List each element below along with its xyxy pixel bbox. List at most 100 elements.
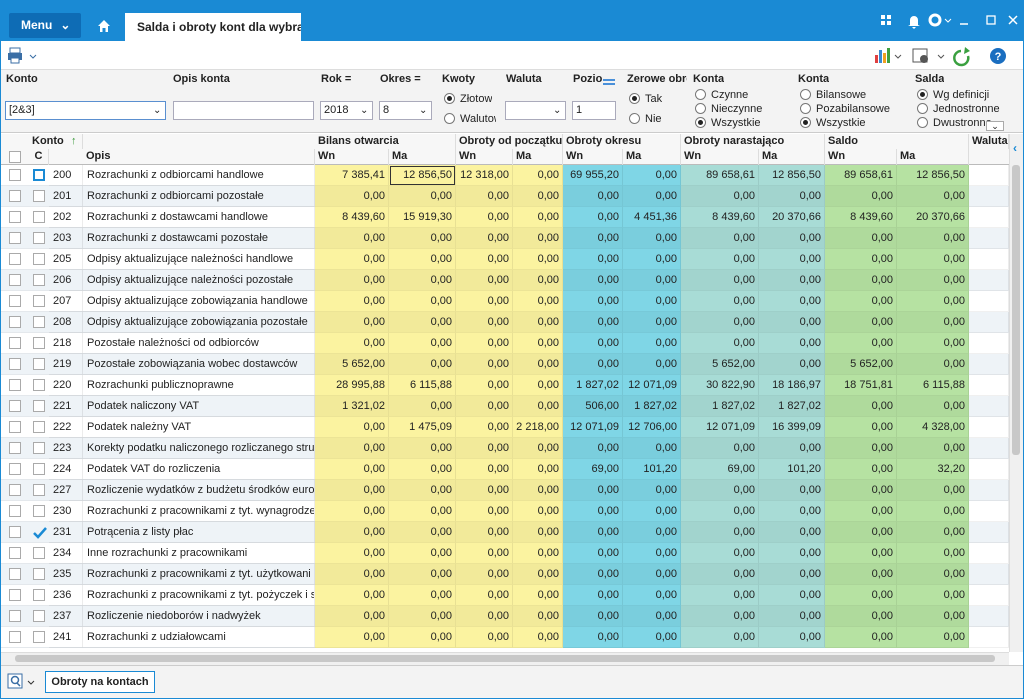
column-header[interactable]: C xyxy=(29,149,49,165)
row-checkbox[interactable] xyxy=(9,358,21,370)
row-checkbox[interactable] xyxy=(9,505,21,517)
row-checkbox[interactable] xyxy=(9,547,21,559)
vertical-thumb[interactable] xyxy=(1012,165,1020,455)
radio[interactable] xyxy=(444,93,455,104)
radio[interactable] xyxy=(800,103,811,114)
radio[interactable] xyxy=(917,89,928,100)
radio[interactable] xyxy=(917,103,928,114)
c-checkbox[interactable] xyxy=(33,526,47,539)
c-checkbox[interactable] xyxy=(33,631,45,643)
radio[interactable] xyxy=(695,103,706,114)
column-header[interactable]: Wn xyxy=(563,149,623,165)
c-checkbox[interactable] xyxy=(33,547,45,559)
row-checkbox[interactable] xyxy=(9,337,21,349)
print-button[interactable] xyxy=(7,47,41,65)
column-header[interactable]: Ma xyxy=(513,149,563,165)
row-checkbox[interactable] xyxy=(9,274,21,286)
column-group[interactable]: Saldo xyxy=(825,134,969,149)
row-checkbox[interactable] xyxy=(9,484,21,496)
active-tab[interactable]: Salda i obroty kont dla wybra xyxy=(125,13,301,41)
c-checkbox[interactable] xyxy=(33,610,45,622)
filter-input[interactable]: 2018 xyxy=(320,101,373,120)
row-checkbox[interactable] xyxy=(9,190,21,202)
column-header[interactable]: Ma xyxy=(389,149,456,165)
column-group[interactable]: Waluta xyxy=(969,134,1009,149)
row-checkbox[interactable] xyxy=(9,463,21,475)
c-checkbox[interactable] xyxy=(33,274,45,286)
radio[interactable] xyxy=(695,89,706,100)
c-checkbox[interactable] xyxy=(33,295,45,307)
dropdown-arrow[interactable]: ⌄ xyxy=(153,105,162,116)
c-checkbox[interactable] xyxy=(33,253,45,265)
c-checkbox[interactable] xyxy=(33,421,45,433)
c-checkbox[interactable] xyxy=(33,568,45,580)
c-checkbox[interactable] xyxy=(33,400,45,412)
column-group[interactable]: Obroty narastająco xyxy=(681,134,825,149)
c-checkbox[interactable] xyxy=(33,505,45,517)
footer-button[interactable]: Obroty na kontach xyxy=(45,671,155,693)
row-checkbox[interactable] xyxy=(9,568,21,580)
filter-input[interactable]: [2&3] xyxy=(5,101,166,120)
c-checkbox[interactable] xyxy=(33,358,45,370)
filter-input[interactable]: 8 xyxy=(379,101,432,120)
radio[interactable] xyxy=(629,113,640,124)
row-checkbox[interactable] xyxy=(9,526,21,538)
c-checkbox[interactable] xyxy=(33,316,45,328)
column-header[interactable]: Wn xyxy=(825,149,897,165)
c-checkbox[interactable] xyxy=(33,169,45,181)
filter-input[interactable] xyxy=(505,101,566,120)
c-checkbox[interactable] xyxy=(33,484,45,496)
c-checkbox[interactable] xyxy=(33,337,45,349)
radio[interactable] xyxy=(444,113,455,124)
dropdown-arrow[interactable]: ⌄ xyxy=(553,105,562,116)
filter-input[interactable]: 1 xyxy=(572,101,616,120)
row-checkbox[interactable] xyxy=(9,400,21,412)
column-header[interactable]: Opis xyxy=(83,149,315,165)
column-group[interactable]: Bilans otwarcia xyxy=(315,134,456,149)
row-checkbox[interactable] xyxy=(9,169,21,181)
row-checkbox[interactable] xyxy=(9,295,21,307)
column-group[interactable]: Obroty okresu xyxy=(563,134,681,149)
panel-scroll[interactable]: ⌄ xyxy=(986,121,1004,131)
column-header[interactable]: Ma xyxy=(897,149,969,165)
column-header[interactable]: Ma xyxy=(623,149,681,165)
row-checkbox[interactable] xyxy=(9,610,21,622)
radio[interactable] xyxy=(800,117,811,128)
row-checkbox[interactable] xyxy=(9,316,21,328)
search-button[interactable] xyxy=(7,673,39,691)
toolbar-icons[interactable]: ? xyxy=(871,45,1011,67)
c-checkbox[interactable] xyxy=(33,463,45,475)
column-header[interactable]: Wn xyxy=(681,149,759,165)
radio[interactable] xyxy=(629,93,640,104)
column-group[interactable]: Obroty od początku r xyxy=(456,134,563,149)
c-checkbox[interactable] xyxy=(33,211,45,223)
header-checkbox[interactable] xyxy=(9,151,21,163)
radio[interactable] xyxy=(917,117,928,128)
radio[interactable] xyxy=(800,89,811,100)
row-checkbox[interactable] xyxy=(9,211,21,223)
c-checkbox[interactable] xyxy=(33,379,45,391)
c-checkbox[interactable] xyxy=(33,589,45,601)
row-checkbox[interactable] xyxy=(9,253,21,265)
radio[interactable] xyxy=(695,117,706,128)
column-header[interactable]: Ma xyxy=(759,149,825,165)
c-checkbox[interactable] xyxy=(33,442,45,454)
column-header[interactable]: Wn xyxy=(456,149,513,165)
side-collapse[interactable]: ‹ xyxy=(1013,141,1017,155)
row-checkbox[interactable] xyxy=(9,589,21,601)
column-group[interactable]: Konto xyxy=(29,134,83,149)
row-checkbox[interactable] xyxy=(9,442,21,454)
row-checkbox[interactable] xyxy=(9,421,21,433)
row-checkbox[interactable] xyxy=(9,631,21,643)
horizontal-thumb[interactable] xyxy=(15,655,995,662)
menu-button[interactable]: Menu ⌄ xyxy=(9,13,81,38)
c-checkbox[interactable] xyxy=(33,232,45,244)
dropdown-arrow[interactable]: ⌄ xyxy=(419,105,428,116)
filter-input[interactable] xyxy=(173,101,314,120)
c-checkbox[interactable] xyxy=(33,190,45,202)
dropdown-arrow[interactable]: ⌄ xyxy=(360,105,369,116)
home-icon[interactable] xyxy=(97,19,111,33)
row-checkbox[interactable] xyxy=(9,232,21,244)
row-checkbox[interactable] xyxy=(9,379,21,391)
column-header[interactable]: Wn xyxy=(315,149,389,165)
